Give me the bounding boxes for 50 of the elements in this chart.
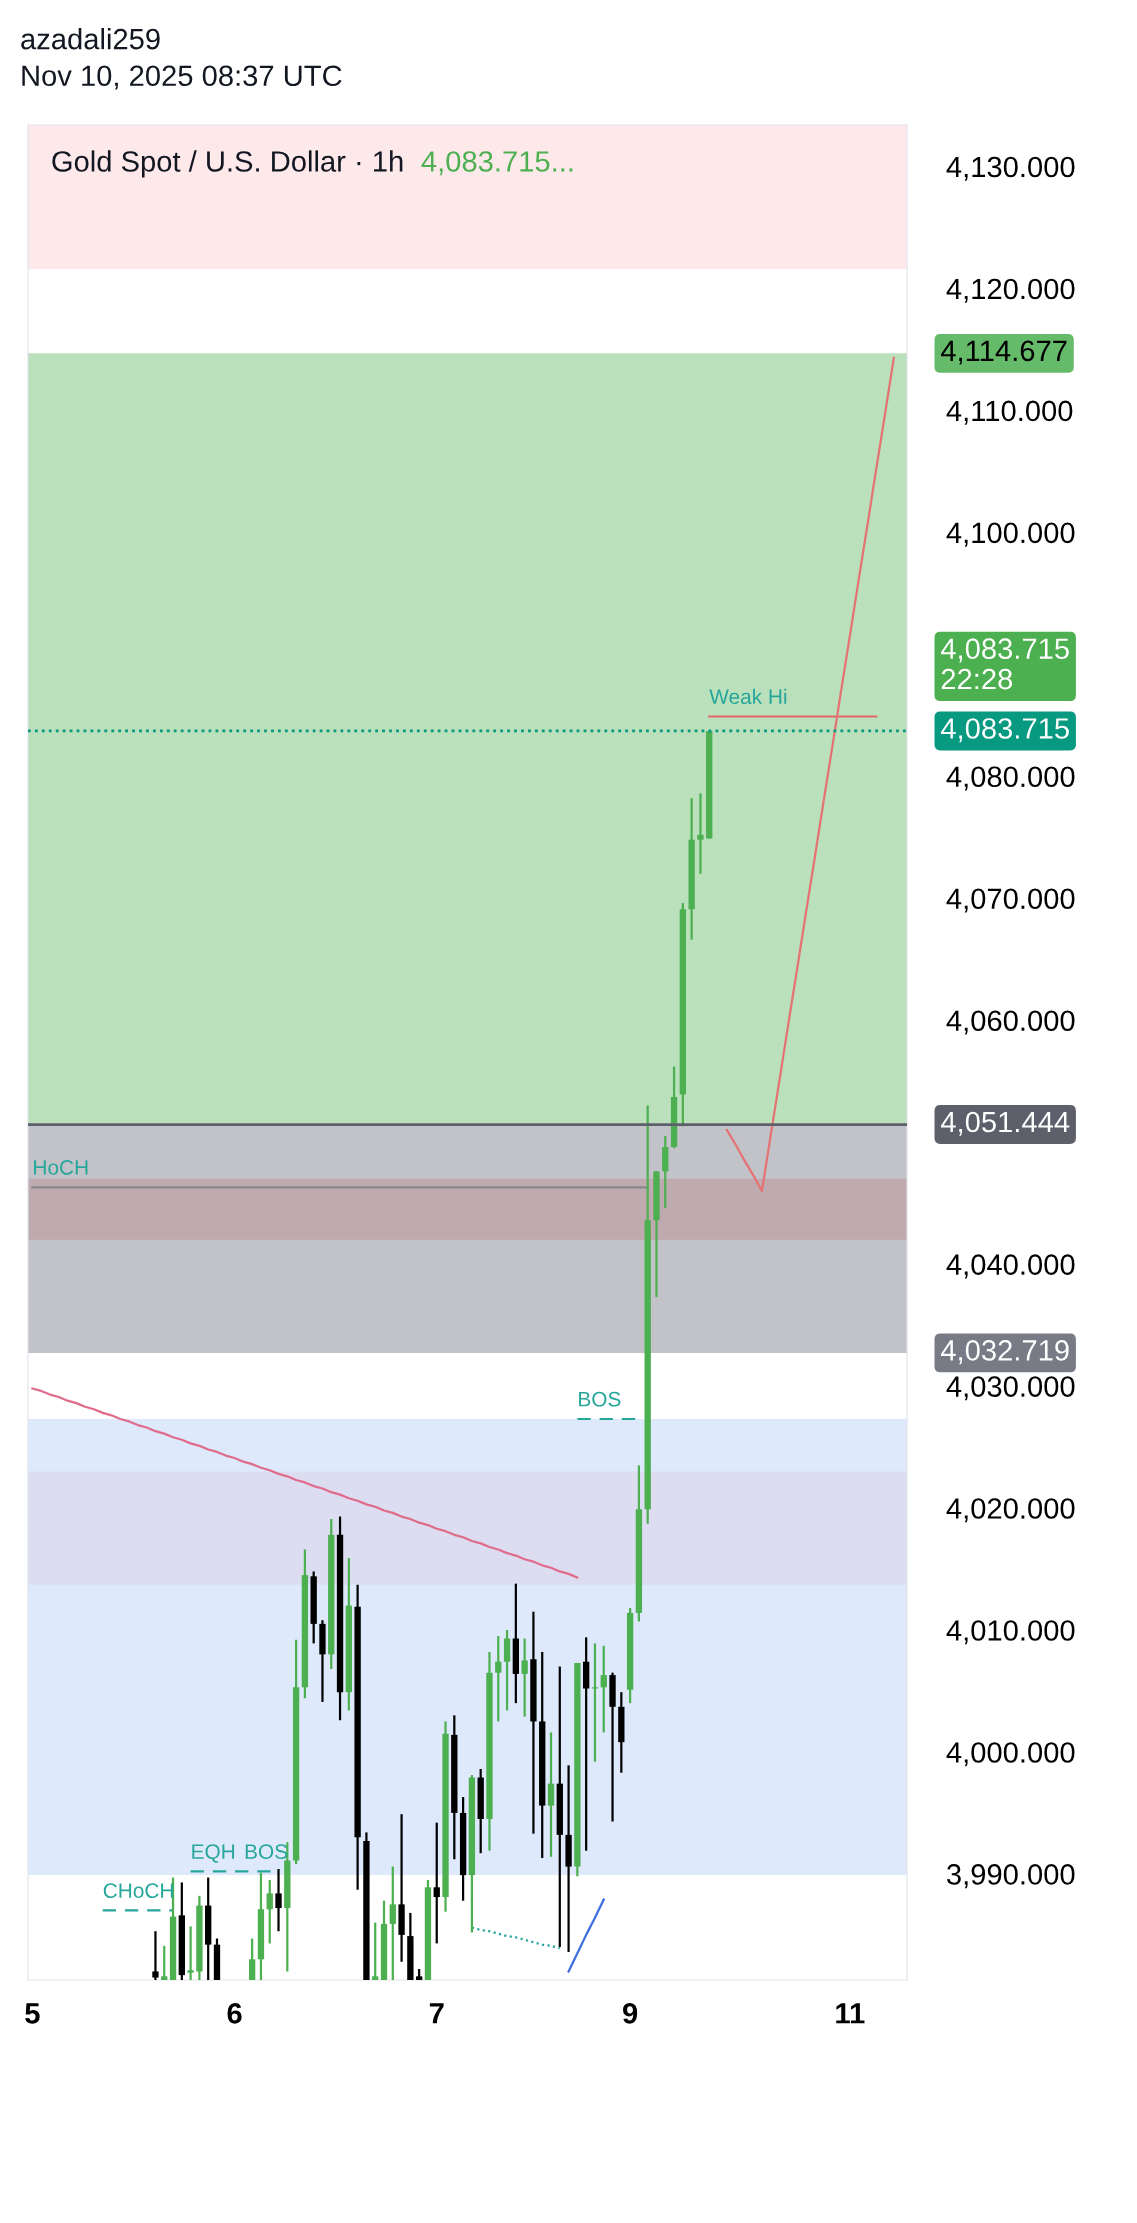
candlestick (591, 1642, 599, 1763)
candlestick (248, 1937, 256, 1980)
candlestick (433, 1821, 440, 1945)
y-tick-label: 4,070.000 (946, 888, 1075, 913)
y-tick-label: 4,130.000 (946, 156, 1075, 181)
y-tick-label: 4,030.000 (946, 1376, 1075, 1401)
y-tick-label: 4,110.000 (946, 400, 1073, 425)
text: 4,083.715 22:28 (941, 638, 1069, 690)
y-tick-label: 4,040.000 (946, 1254, 1075, 1279)
y-tick-label: 4,010.000 (946, 1620, 1075, 1645)
x-tick-label: 6 (227, 2002, 242, 2024)
candlestick (495, 1634, 502, 1723)
y-tick-label: 4,000.000 (946, 1742, 1075, 1767)
candlestick (697, 792, 704, 875)
candlestick (583, 1636, 590, 1852)
annotation: EQH (192, 1844, 235, 1863)
y-tick-label: 3,990.000 (947, 1864, 1075, 1889)
line-series (567, 1898, 605, 1973)
x-tick-label: 5 (25, 2003, 40, 2024)
band-label: 4,114.677 (941, 340, 1067, 365)
annotation: BOS (579, 1391, 621, 1407)
candlestick (275, 1867, 282, 1933)
candlestick (152, 1930, 159, 1980)
text: Gold Spot / U.S. Dollar · 1h (52, 150, 403, 178)
x-tick-label: 9 (623, 2002, 638, 2024)
candlestick (547, 1731, 555, 1858)
candlestick (503, 1628, 511, 1712)
line-series (31, 1387, 579, 1579)
line-series (470, 1926, 561, 1950)
candlestick (389, 1865, 396, 1980)
band-label: 4,032.719 (941, 1340, 1069, 1365)
candlestick (372, 1921, 379, 1980)
annotation: HoCH (34, 1160, 88, 1175)
x-tick-label: 7 (429, 2003, 444, 2024)
candlestick (161, 1944, 168, 1980)
y-tick-label: 4,060.000 (946, 1010, 1075, 1035)
chart-subtitle: azadali259 Nov 10, 2025 08:37 UTC (21, 28, 342, 90)
y-tick-label: 4,020.000 (946, 1498, 1075, 1523)
y-tick-label: 4,100.000 (946, 522, 1075, 547)
annotation: 4,083.715... (421, 151, 573, 176)
x-tick-label: 11 (836, 2003, 865, 2024)
ref-line-label: 4,083.715 (941, 718, 1069, 743)
candlestick (521, 1637, 528, 1718)
candlestick (266, 1878, 273, 1945)
annotation: Weak Hi (709, 688, 787, 705)
y-tick-label: 4,120.000 (946, 278, 1075, 303)
y-tick-label: 4,080.000 (946, 766, 1075, 791)
candlestick (187, 1925, 194, 1980)
candlestick (600, 1644, 607, 1734)
ref-line-label: 4,051.444 (941, 1111, 1070, 1136)
